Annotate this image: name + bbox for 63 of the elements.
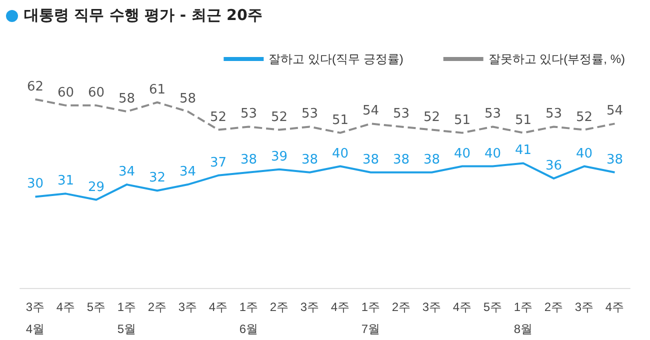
x-tick-label: 1주 6월 [239, 300, 258, 336]
x-tick-label: 4주 [56, 300, 76, 314]
data-label: 38 [423, 152, 440, 168]
data-label: 60 [88, 85, 105, 100]
data-label: 40 [484, 146, 502, 162]
x-tick-label: 4주 [330, 300, 350, 314]
data-label: 53 [392, 106, 410, 122]
chart-title: 대통령 직무 수행 평가 - 최근 20주 [24, 6, 262, 25]
data-label: 52 [576, 110, 593, 125]
x-tick-label: 1주 8월 [514, 300, 533, 336]
data-label: 53 [240, 106, 258, 122]
x-tick-label: 4주 [208, 300, 228, 314]
data-label: 39 [270, 149, 288, 164]
x-tick-label: 5주 [483, 300, 502, 314]
x-tick-label: 1주 5월 [117, 300, 136, 336]
data-label: 29 [88, 180, 105, 195]
data-label: 51 [454, 112, 471, 128]
legend-label: 잘하고 있다(직무 긍정률) [268, 52, 404, 66]
data-label: 61 [148, 82, 166, 98]
legend-label: 잘못하고 있다(부정률, %) [488, 52, 626, 66]
data-label: 34 [118, 164, 136, 180]
x-tick-label: 3주 4월 [26, 300, 45, 336]
data-label: 38 [362, 152, 380, 168]
data-label: 40 [576, 146, 593, 162]
data-label: 38 [606, 152, 624, 168]
data-label: 30 [26, 176, 44, 192]
x-tick-label: 3주 [178, 300, 198, 314]
x-tick-label: 3주 [422, 300, 442, 314]
data-label: 62 [26, 79, 44, 94]
data-label: 32 [148, 170, 166, 186]
data-label: 51 [332, 112, 349, 128]
x-tick-label: 1주 7월 [361, 300, 380, 336]
data-label: 52 [423, 110, 440, 125]
data-label: 37 [210, 155, 227, 170]
data-label: 40 [454, 146, 471, 162]
x-tick-label: 4주 [605, 300, 624, 314]
data-label: 36 [545, 158, 562, 174]
x-tick-label: 3주 [574, 300, 594, 314]
data-label: 34 [179, 164, 196, 180]
x-tick-label: 4주 [452, 300, 472, 314]
data-label: 54 [362, 104, 380, 119]
data-label: 51 [514, 112, 532, 128]
x-tick-label: 5주 [86, 300, 106, 314]
x-tick-label: 3주 [300, 300, 320, 314]
x-tick-label: 2주 [544, 300, 564, 314]
data-label: 52 [210, 110, 227, 125]
data-label: 60 [57, 85, 74, 100]
data-label: 41 [514, 143, 532, 158]
data-label: 58 [179, 92, 196, 107]
data-label: 40 [332, 146, 349, 162]
data-label: 31 [57, 174, 74, 189]
data-label: 53 [545, 106, 562, 122]
data-label: 53 [484, 106, 502, 122]
x-tick-label: 2주 [148, 300, 167, 314]
data-label: 54 [606, 104, 624, 119]
x-tick-label: 2주 [392, 300, 411, 314]
data-label: 38 [240, 152, 258, 168]
data-label: 38 [392, 152, 410, 168]
data-label: 52 [270, 110, 288, 125]
data-label: 58 [118, 92, 136, 107]
data-label: 53 [301, 106, 318, 122]
data-label: 38 [301, 152, 318, 168]
x-tick-label: 2주 [270, 300, 289, 314]
